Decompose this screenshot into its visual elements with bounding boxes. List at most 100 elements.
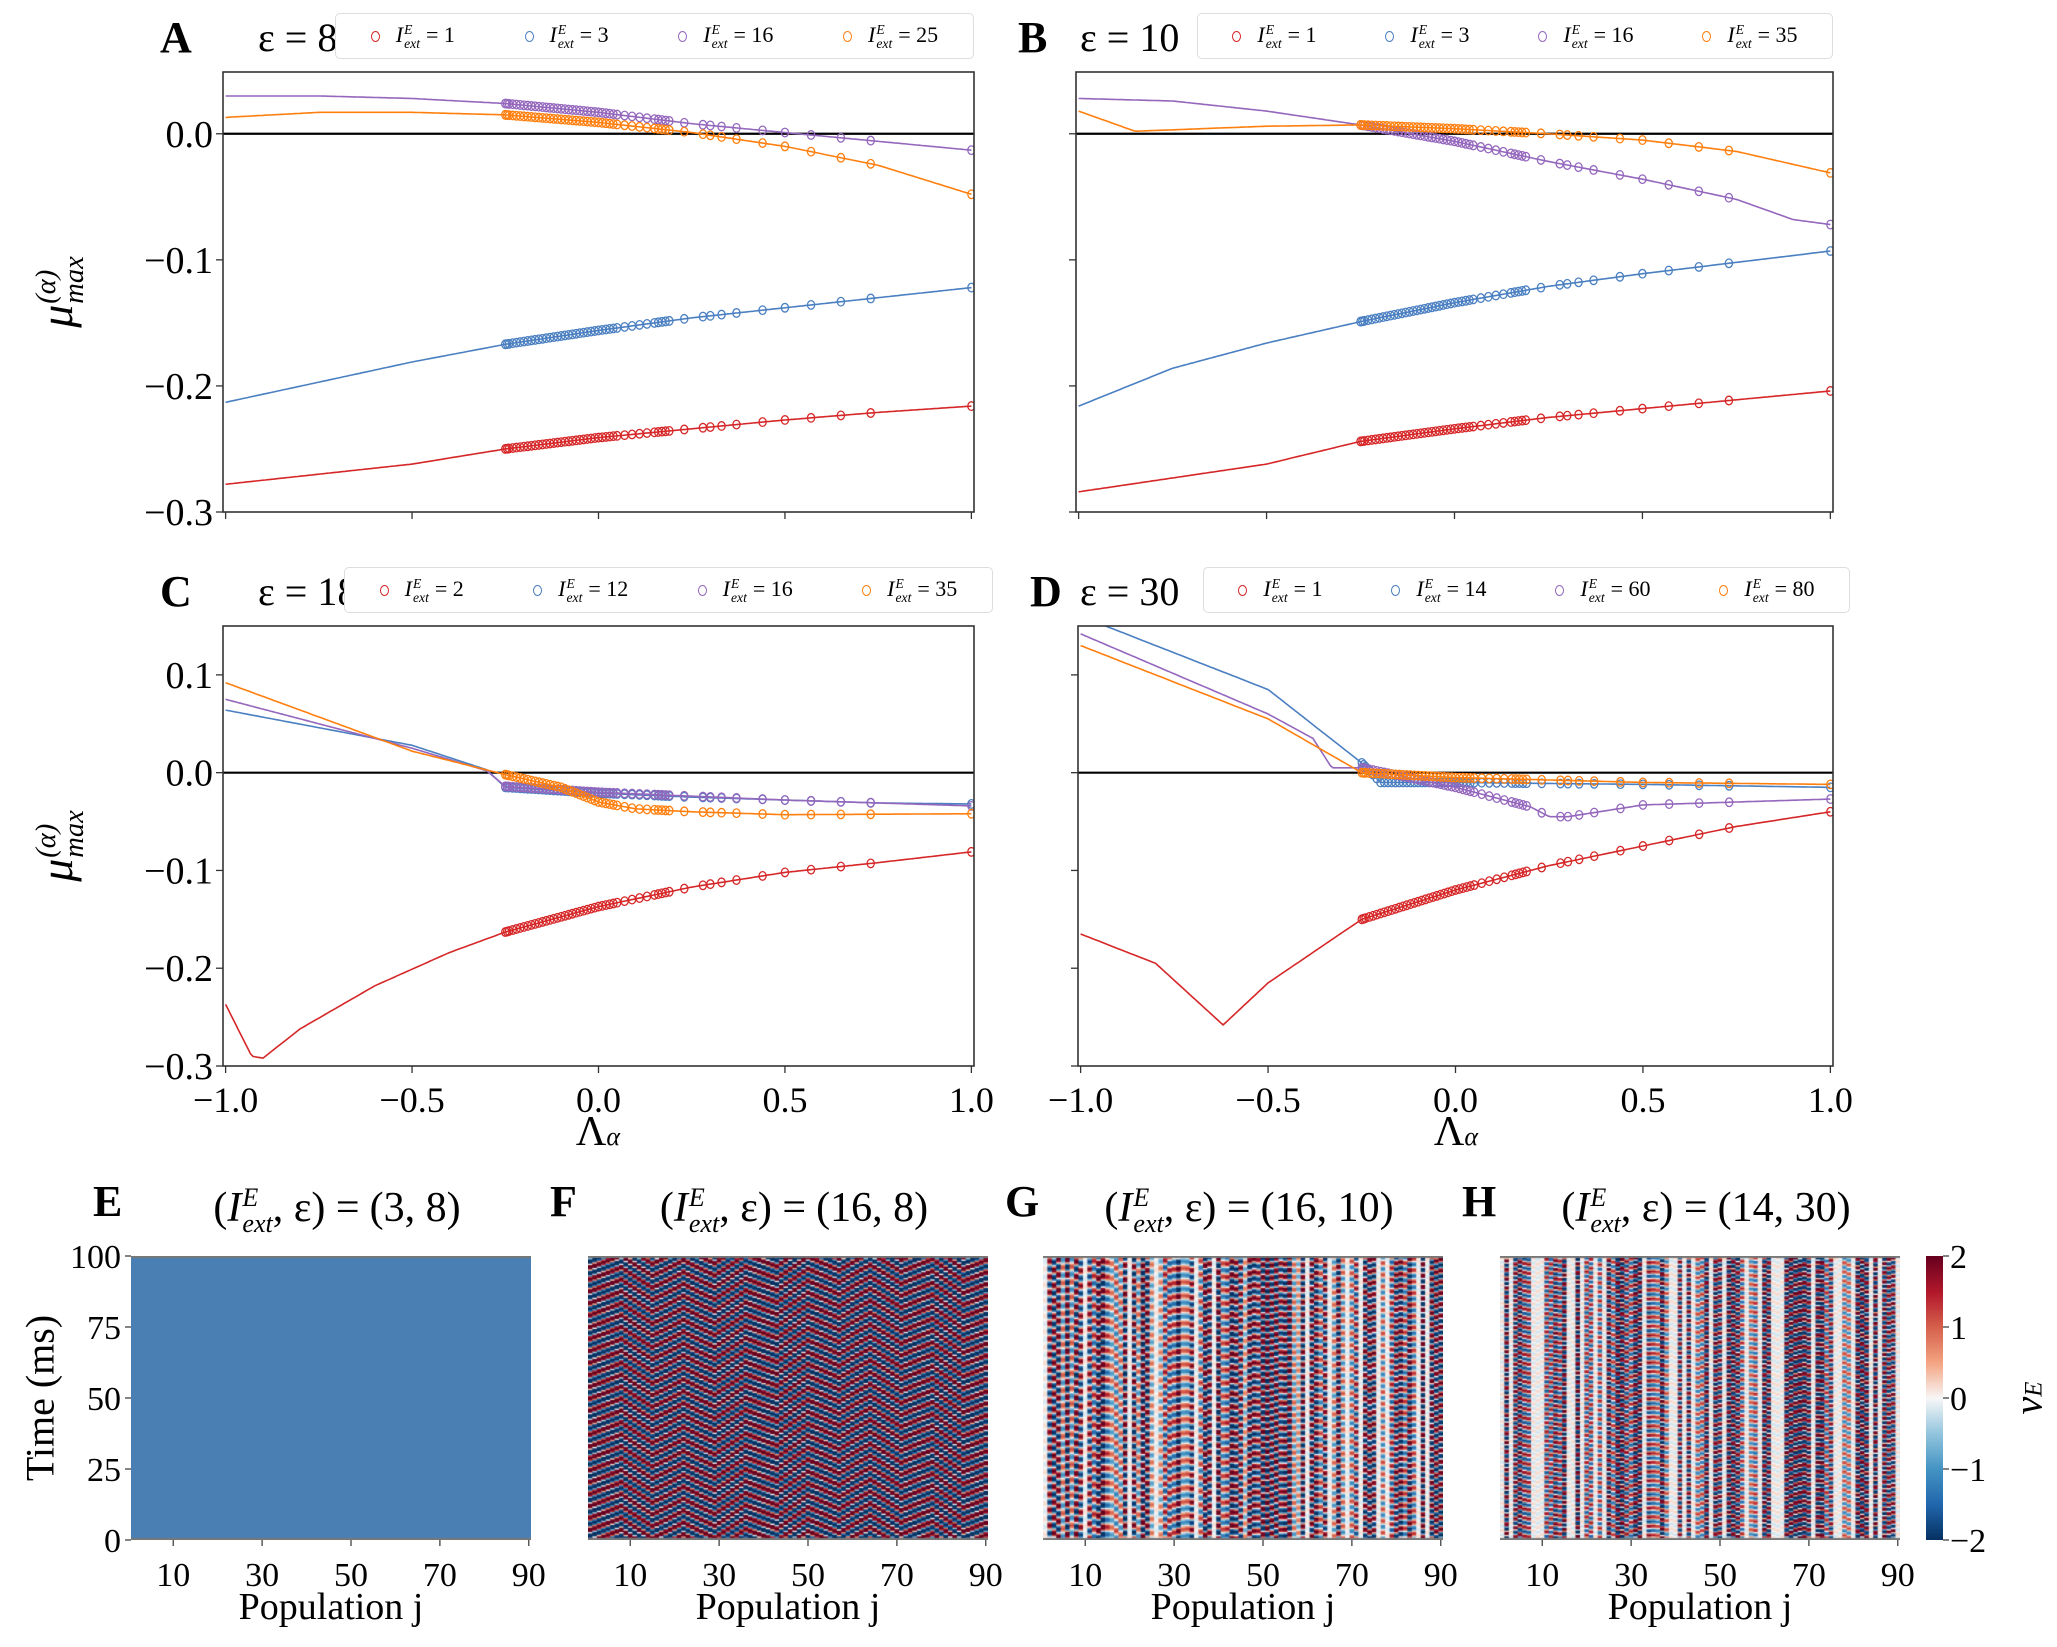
data-point xyxy=(758,870,767,881)
data-point xyxy=(1563,811,1573,822)
data-point xyxy=(1563,130,1572,140)
data-point xyxy=(780,809,790,820)
subscript: ext xyxy=(1418,35,1435,51)
data-point xyxy=(680,313,689,324)
data-point xyxy=(732,808,741,819)
title-value: (16, 10) xyxy=(1260,1185,1394,1231)
subscript: ext xyxy=(1133,1209,1164,1239)
symbol: I xyxy=(549,21,557,47)
data-point xyxy=(1466,786,1475,797)
subscript: E xyxy=(2020,1381,2048,1397)
superscript: E xyxy=(404,22,413,38)
data-point xyxy=(1440,888,1449,899)
series-line-1 xyxy=(225,286,972,404)
superscript: E xyxy=(711,22,720,38)
data-point xyxy=(1517,127,1527,138)
data-point xyxy=(1368,910,1378,921)
y-tick-label: 25 xyxy=(87,1452,121,1489)
data-point xyxy=(590,795,600,806)
data-point xyxy=(1616,776,1625,787)
data-point xyxy=(609,323,618,334)
data-point xyxy=(967,401,974,412)
data-point xyxy=(568,786,577,797)
data-point xyxy=(1428,892,1438,902)
legend-marker-icon xyxy=(379,584,389,596)
data-point xyxy=(1589,275,1598,286)
legend-value: = 16 xyxy=(752,575,793,601)
symbol: Λ xyxy=(575,1109,607,1155)
title-value: (14, 30) xyxy=(1717,1185,1851,1231)
colorbar-tick-label: 0 xyxy=(1950,1381,1967,1418)
x-tick-label: 70 xyxy=(1792,1557,1826,1594)
data-point xyxy=(1563,775,1573,786)
data-point xyxy=(1563,160,1572,170)
superscript: E xyxy=(566,576,575,592)
data-point xyxy=(680,424,689,435)
data-point xyxy=(836,296,846,307)
symbol: I xyxy=(887,575,895,601)
y-tick-label: 0 xyxy=(104,1523,121,1560)
heatmap-f xyxy=(588,1256,988,1540)
superscript: E xyxy=(557,22,567,38)
legend-value: = 12 xyxy=(588,575,629,601)
x-tick-label: 70 xyxy=(1335,1557,1369,1594)
data-point xyxy=(1376,908,1385,919)
symbol: I xyxy=(1263,575,1271,601)
panel-letter: E xyxy=(93,1177,123,1226)
y-tick-label: 50 xyxy=(87,1381,121,1418)
data-point xyxy=(706,879,715,890)
title-rest: , ε) = xyxy=(1620,1185,1708,1231)
x-tick-label: −1.0 xyxy=(193,1080,258,1120)
symbol: I xyxy=(1257,21,1265,47)
data-point xyxy=(806,130,816,140)
data-point xyxy=(1724,192,1734,203)
data-point xyxy=(780,141,790,152)
symbol: μ xyxy=(31,858,83,882)
symbol: I xyxy=(673,1185,688,1231)
legend-marker-icon xyxy=(1385,30,1395,42)
subscript: ext xyxy=(566,589,583,605)
legend-value: = 3 xyxy=(1440,21,1470,47)
paren: ( xyxy=(213,1185,228,1231)
data-point xyxy=(665,790,674,801)
data-point xyxy=(1826,219,1833,230)
legend-value: = 35 xyxy=(917,575,958,601)
data-point xyxy=(836,809,846,820)
x-tick-label: 50 xyxy=(1703,1557,1737,1594)
title-rest: , ε) = xyxy=(1163,1185,1251,1231)
axes-frame xyxy=(1075,71,1834,513)
data-point xyxy=(1638,777,1648,788)
data-point xyxy=(586,794,596,805)
data-point xyxy=(780,795,790,805)
data-point xyxy=(661,426,670,437)
series-group xyxy=(224,681,974,1060)
x-tick-label: 30 xyxy=(702,1557,736,1594)
x-tick-label: −0.5 xyxy=(379,1080,444,1120)
data-point xyxy=(706,422,715,432)
data-point xyxy=(806,146,816,157)
x-axis-label: Population j xyxy=(238,1586,424,1628)
x-tick-label: 50 xyxy=(1246,1557,1280,1594)
data-point xyxy=(758,417,767,428)
data-point xyxy=(661,316,670,327)
data-point xyxy=(1432,890,1442,901)
title-rest: , ε) = xyxy=(719,1185,807,1231)
data-point xyxy=(1574,130,1583,141)
data-point xyxy=(609,119,618,129)
data-point xyxy=(706,791,715,802)
superscript: E xyxy=(1571,22,1581,38)
